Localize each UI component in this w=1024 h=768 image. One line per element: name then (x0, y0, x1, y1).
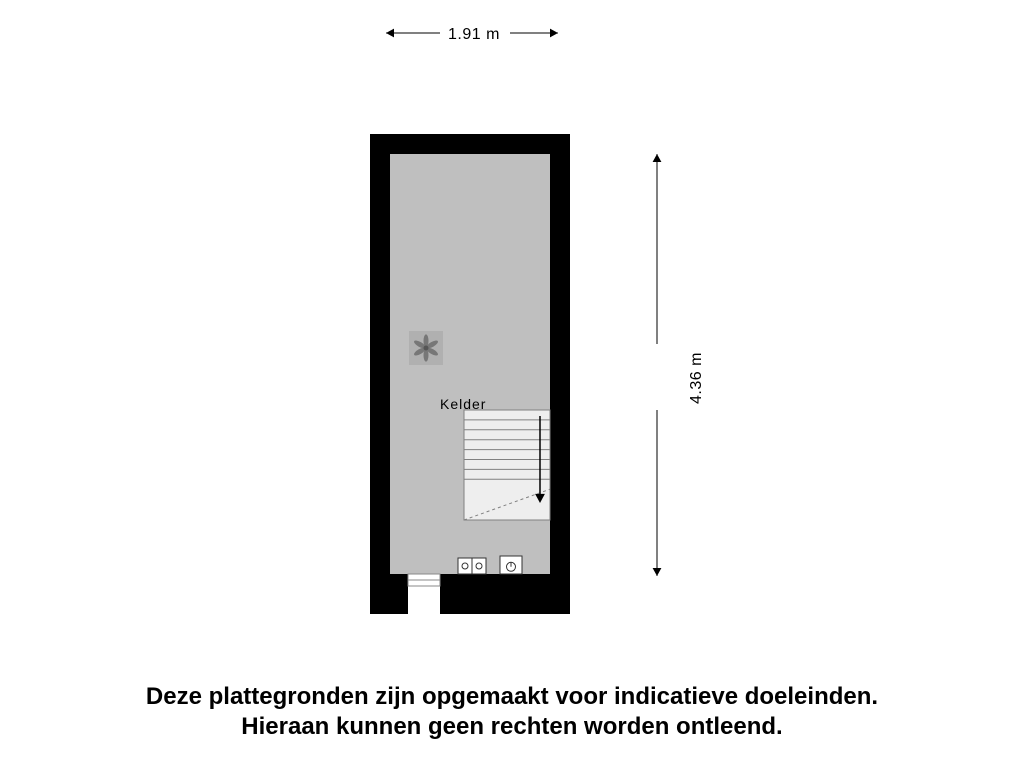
disclaimer-line1: Deze plattegronden zijn opgemaakt voor i… (146, 683, 878, 710)
dimension-height-label: 4.36 m (688, 352, 706, 404)
dimension-width-label: 1.91 m (448, 26, 500, 44)
floorplan-canvas: 1.91 m 4.36 m Kelder Deze plattegronden … (0, 0, 1024, 768)
room-label-kelder: Kelder (440, 396, 486, 412)
floorplan-svg (0, 0, 1024, 768)
disclaimer-line2: Hieraan kunnen geen rechten worden ontle… (241, 713, 782, 740)
disclaimer-text: Deze plattegronden zijn opgemaakt voor i… (0, 682, 1024, 742)
